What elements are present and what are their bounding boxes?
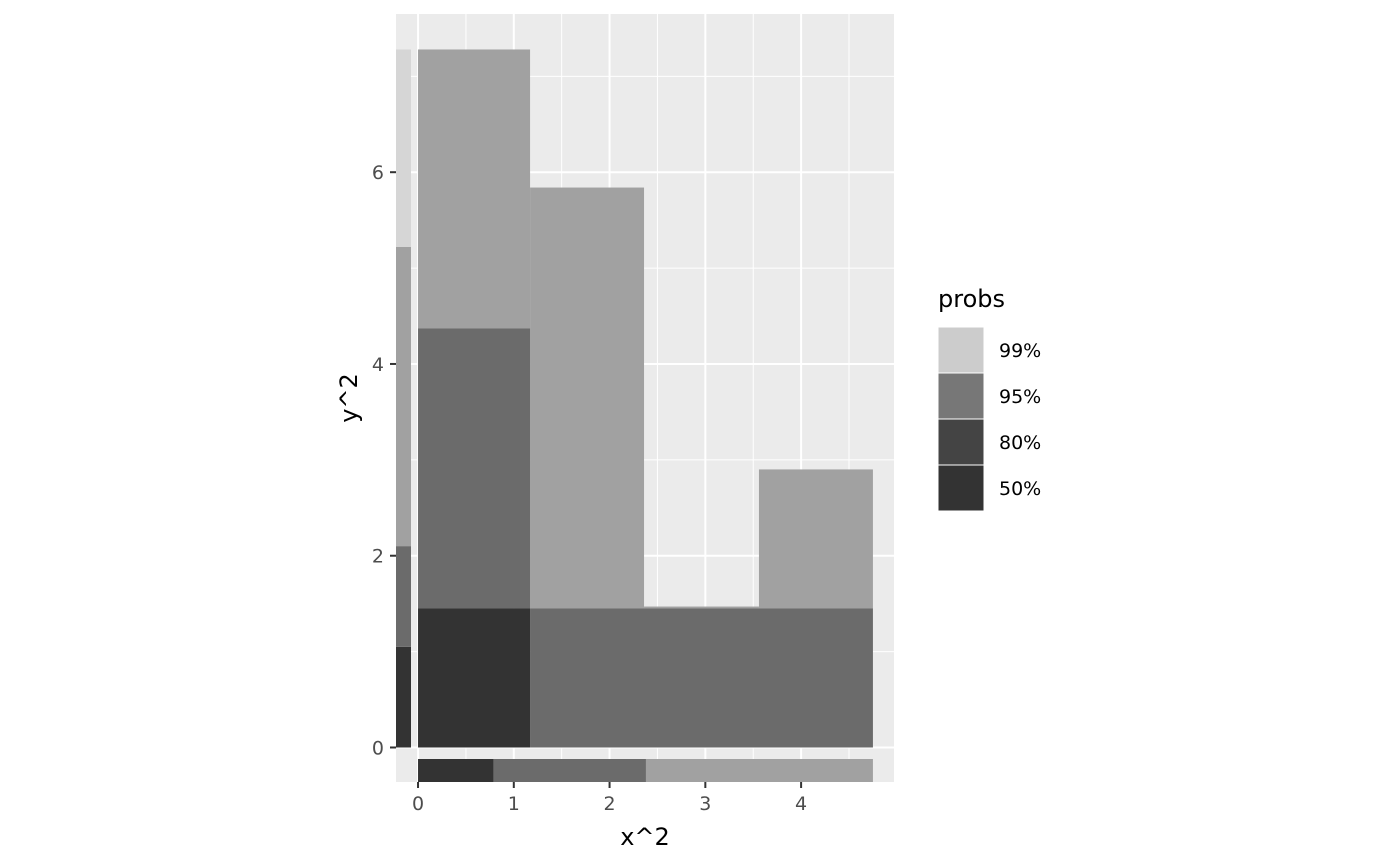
legend-key-50pct	[937, 464, 985, 512]
legend: probs 99% 95% 80% 50%	[937, 285, 1041, 512]
y-tick-label: 2	[372, 546, 384, 568]
density-region-50pct	[418, 608, 531, 748]
y-axis-title: y^2	[335, 373, 363, 423]
x-axis-title: x^2	[620, 823, 670, 851]
y-tick-label: 6	[372, 162, 384, 184]
legend-key-95pct	[937, 372, 985, 420]
y-marginal-segment-50pct	[396, 646, 411, 748]
x-marginal-segment-95pct	[645, 759, 873, 782]
y-marginal-segment-80pct	[396, 546, 411, 647]
y-axis: 0 2 4 6	[372, 162, 396, 759]
legend-title: probs	[938, 285, 1005, 313]
x-marginal-strip	[418, 759, 873, 782]
y-marginal-segment-95pct	[396, 246, 411, 547]
density-region-80pct	[530, 608, 873, 748]
density-region-95pct	[418, 49, 531, 329]
x-tick-label: 4	[795, 793, 807, 815]
density-region-80pct	[418, 328, 531, 609]
legend-key-80pct	[937, 418, 985, 466]
x-tick-label: 0	[412, 793, 424, 815]
legend-label: 80%	[999, 432, 1041, 454]
x-marginal-segment-50pct	[418, 759, 494, 782]
y-tick-label: 0	[372, 737, 384, 759]
legend-label: 95%	[999, 386, 1041, 408]
legend-key-99pct	[937, 326, 985, 374]
y-marginal-segment-99pct	[396, 49, 411, 247]
x-tick-label: 1	[508, 793, 520, 815]
x-axis: 0 1 2 3 4	[412, 782, 807, 815]
x-tick-label: 3	[699, 793, 711, 815]
x-tick-label: 2	[604, 793, 616, 815]
legend-label: 99%	[999, 340, 1041, 362]
joint-density-regions	[418, 49, 873, 748]
density-region-95pct	[644, 606, 759, 609]
density-region-95pct	[530, 187, 645, 609]
legend-label: 50%	[999, 478, 1041, 500]
density-region-95pct	[758, 469, 873, 609]
y-tick-label: 4	[372, 354, 384, 376]
x-marginal-segment-80pct	[493, 759, 646, 782]
y-marginal-strip	[396, 49, 411, 748]
